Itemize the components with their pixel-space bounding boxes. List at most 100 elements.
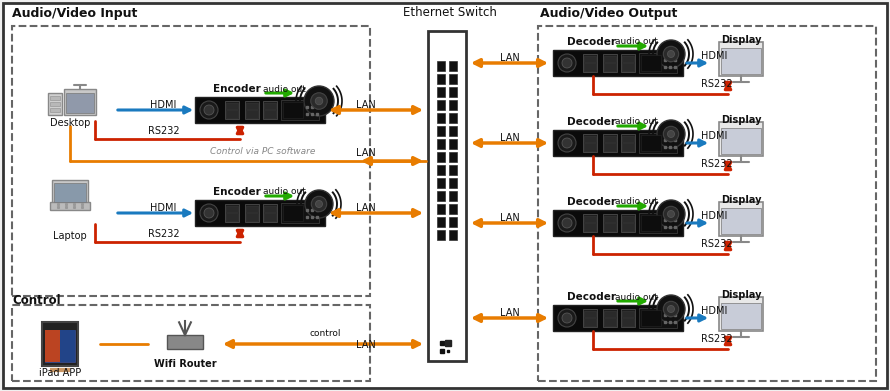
Bar: [437, 152, 445, 162]
Bar: [449, 126, 457, 136]
Bar: [45, 330, 60, 362]
Text: HDMI: HDMI: [701, 306, 727, 316]
Bar: [583, 214, 597, 232]
Circle shape: [562, 313, 572, 323]
Bar: [621, 309, 635, 327]
Text: RS232: RS232: [148, 229, 180, 239]
Bar: [604, 216, 616, 222]
Bar: [449, 178, 457, 188]
Bar: [721, 48, 761, 74]
Bar: [604, 143, 616, 151]
Bar: [66, 93, 94, 113]
Bar: [553, 305, 683, 331]
Bar: [583, 309, 597, 327]
Circle shape: [200, 204, 218, 222]
Bar: [45, 330, 75, 362]
Bar: [603, 309, 617, 327]
Bar: [167, 335, 203, 349]
Bar: [622, 136, 634, 142]
Bar: [437, 100, 445, 110]
Bar: [603, 54, 617, 72]
Bar: [283, 205, 303, 221]
Circle shape: [315, 201, 322, 208]
Bar: [622, 63, 634, 71]
Bar: [622, 311, 634, 317]
Bar: [584, 56, 596, 62]
Bar: [621, 54, 635, 72]
Bar: [449, 74, 457, 84]
Bar: [603, 214, 617, 232]
Bar: [437, 217, 445, 227]
Bar: [246, 110, 258, 118]
Text: Display: Display: [721, 35, 761, 45]
Bar: [604, 318, 616, 326]
Circle shape: [558, 214, 576, 232]
Circle shape: [562, 138, 572, 148]
Bar: [226, 206, 238, 212]
Circle shape: [663, 206, 679, 222]
Bar: [12, 26, 370, 296]
Bar: [583, 134, 597, 152]
Bar: [449, 191, 457, 201]
Bar: [437, 165, 445, 175]
Bar: [437, 74, 445, 84]
Bar: [604, 311, 616, 317]
Text: RS232: RS232: [701, 334, 732, 344]
Bar: [719, 122, 763, 156]
Circle shape: [668, 131, 675, 138]
Circle shape: [558, 134, 576, 152]
Circle shape: [562, 218, 572, 228]
Bar: [437, 191, 445, 201]
Bar: [263, 204, 277, 222]
Bar: [449, 204, 457, 214]
Bar: [584, 318, 596, 326]
Text: Control via PC software: Control via PC software: [210, 147, 315, 156]
Bar: [245, 204, 259, 222]
Bar: [48, 93, 62, 115]
Text: Decoder: Decoder: [567, 117, 616, 127]
Bar: [195, 97, 325, 123]
Bar: [64, 89, 96, 115]
Bar: [538, 26, 876, 381]
Text: Wifi Router: Wifi Router: [154, 359, 216, 369]
Circle shape: [204, 105, 214, 115]
Bar: [50, 102, 60, 106]
Text: audio out: audio out: [615, 292, 658, 301]
Bar: [604, 56, 616, 62]
Text: LAN: LAN: [500, 53, 520, 63]
Bar: [50, 96, 60, 100]
Bar: [721, 303, 761, 329]
Circle shape: [657, 120, 685, 148]
Text: audio out: audio out: [263, 188, 306, 197]
Circle shape: [668, 305, 675, 312]
Bar: [641, 55, 661, 71]
Bar: [449, 139, 457, 149]
Bar: [622, 143, 634, 151]
Text: HDMI: HDMI: [701, 131, 727, 141]
Bar: [584, 136, 596, 142]
Bar: [226, 103, 238, 109]
Bar: [246, 103, 258, 109]
Text: LAN: LAN: [356, 340, 376, 350]
Circle shape: [305, 190, 333, 218]
Bar: [584, 223, 596, 231]
Bar: [449, 230, 457, 240]
Bar: [584, 216, 596, 222]
Bar: [449, 61, 457, 71]
Text: RS232: RS232: [701, 239, 732, 249]
Circle shape: [558, 54, 576, 72]
Bar: [639, 133, 677, 153]
Text: Display: Display: [721, 195, 761, 205]
Bar: [449, 152, 457, 162]
Bar: [225, 101, 239, 119]
Bar: [621, 214, 635, 232]
Bar: [603, 134, 617, 152]
Text: iPad APP: iPad APP: [39, 368, 81, 378]
Bar: [622, 318, 634, 326]
Text: audio out: audio out: [615, 38, 658, 47]
Text: RS232: RS232: [701, 159, 732, 169]
Text: Laptop: Laptop: [53, 231, 87, 241]
Text: LAN: LAN: [500, 213, 520, 223]
Text: Encoder: Encoder: [213, 84, 261, 94]
Text: Display: Display: [721, 290, 761, 300]
